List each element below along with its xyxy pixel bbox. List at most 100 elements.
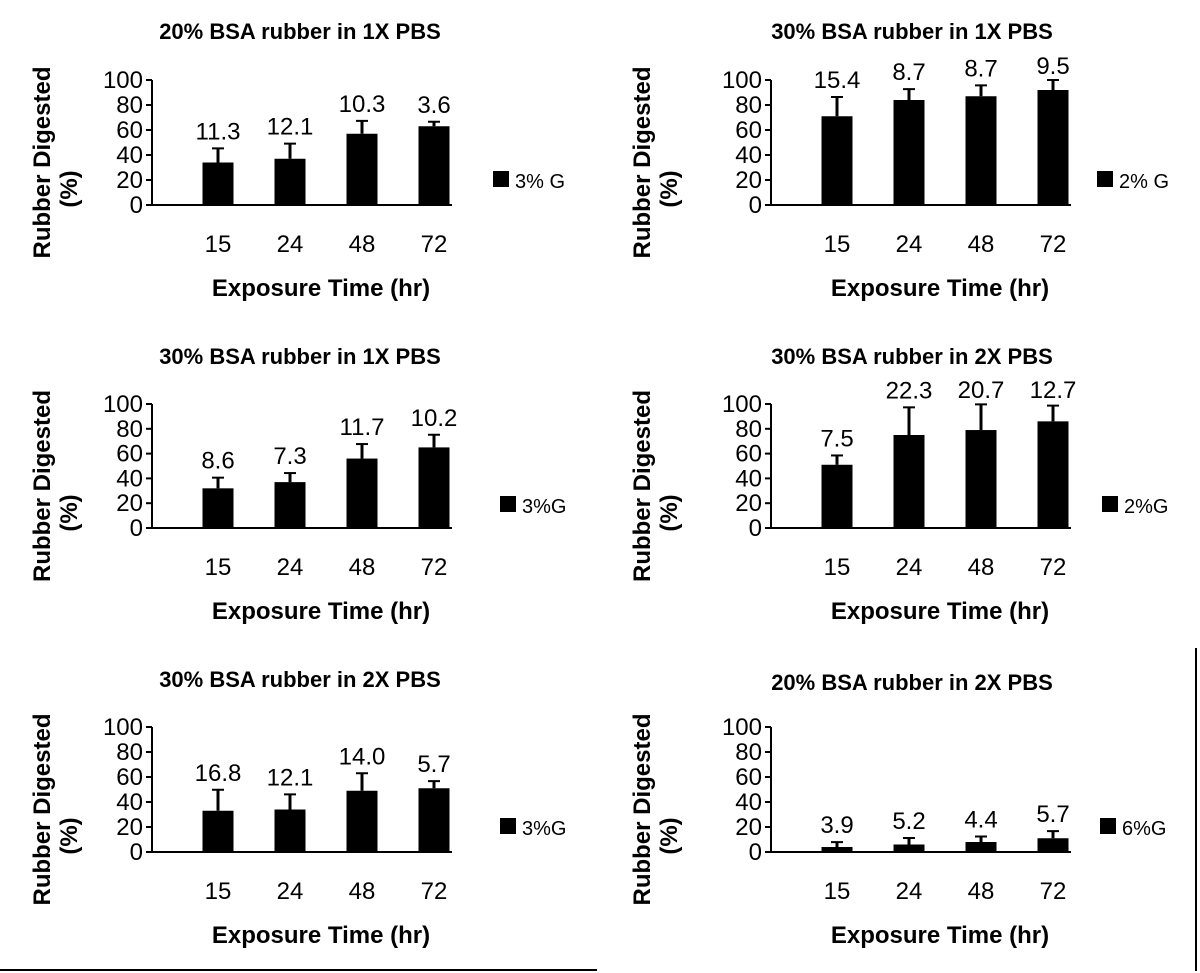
y-tick-label: 100 xyxy=(103,67,143,94)
y-tick-label: 40 xyxy=(116,789,143,816)
data-label: 12.1 xyxy=(267,114,314,141)
bar xyxy=(893,844,925,852)
y-tick-label: 100 xyxy=(722,67,762,94)
bar xyxy=(1037,421,1069,528)
y-tick-label: 100 xyxy=(103,391,143,418)
chart-panel-1: 20% BSA rubber in 1X PBS Rubber Digested(… xyxy=(29,19,565,302)
chart-title: 20% BSA rubber in 1X PBS xyxy=(159,19,441,44)
data-label: 7.5 xyxy=(820,425,853,452)
x-axis-title: Exposure Time (hr) xyxy=(831,922,1049,949)
bar xyxy=(965,430,997,528)
legend-swatch xyxy=(500,818,516,834)
y-tick-label: 20 xyxy=(116,167,143,194)
bar xyxy=(893,100,925,205)
data-label: 4.4 xyxy=(964,807,997,834)
y-tick-label: 40 xyxy=(116,465,143,492)
x-tick-label: 72 xyxy=(421,878,448,905)
y-tick-label: 0 xyxy=(130,515,143,542)
y-tick-label: 80 xyxy=(735,92,762,119)
x-tick-label: 24 xyxy=(277,231,304,258)
bar xyxy=(418,788,450,852)
y-tick-label: 60 xyxy=(116,441,143,468)
y-tick-label: 100 xyxy=(103,714,143,741)
bar xyxy=(1037,90,1069,205)
data-label: 10.2 xyxy=(411,405,458,432)
bar xyxy=(821,464,853,528)
x-tick-label: 48 xyxy=(968,231,995,258)
y-tick-label: 40 xyxy=(116,142,143,169)
y-axis-title-unit: (%) xyxy=(656,817,683,854)
chart-title: 30% BSA rubber in 1X PBS xyxy=(159,344,441,369)
y-axis-title: Rubber Digested xyxy=(29,390,56,582)
data-label: 8.6 xyxy=(201,448,234,475)
y-axis-title-unit: (%) xyxy=(656,170,683,207)
chart-title: 30% BSA rubber in 2X PBS xyxy=(771,344,1053,369)
y-tick-label: 80 xyxy=(735,416,762,443)
y-tick-label: 40 xyxy=(735,789,762,816)
x-tick-label: 48 xyxy=(968,878,995,905)
y-tick-label: 60 xyxy=(116,117,143,144)
x-axis-title: Exposure Time (hr) xyxy=(831,275,1049,302)
x-tick-label: 72 xyxy=(1040,878,1067,905)
data-label: 9.5 xyxy=(1036,53,1069,80)
data-label: 8.7 xyxy=(892,59,925,86)
bar xyxy=(418,447,450,528)
data-label: 11.3 xyxy=(196,118,241,145)
y-axis-title: Rubber Digested xyxy=(629,66,656,258)
x-tick-label: 15 xyxy=(824,231,851,258)
y-tick-label: 80 xyxy=(116,739,143,766)
data-label: 12.1 xyxy=(267,764,314,791)
x-tick-label: 24 xyxy=(277,878,304,905)
x-axis-title: Exposure Time (hr) xyxy=(212,922,430,949)
bar xyxy=(274,482,306,528)
bar xyxy=(202,488,234,528)
bar xyxy=(274,158,306,205)
bar xyxy=(821,116,853,205)
bar xyxy=(202,810,234,852)
bar xyxy=(346,790,378,852)
y-tick-label: 0 xyxy=(749,839,762,866)
legend-label: 2%G xyxy=(1124,496,1168,518)
bar xyxy=(346,458,378,528)
legend-swatch xyxy=(493,171,509,187)
y-axis-title: Rubber Digested xyxy=(629,390,656,582)
y-tick-label: 0 xyxy=(749,515,762,542)
x-tick-label: 15 xyxy=(205,231,232,258)
x-axis-title: Exposure Time (hr) xyxy=(212,598,430,625)
y-tick-label: 100 xyxy=(722,714,762,741)
x-tick-label: 15 xyxy=(205,554,232,581)
chart-title: 20% BSA rubber in 2X PBS xyxy=(771,670,1053,695)
y-axis-title: Rubber Digested xyxy=(29,66,56,258)
y-tick-label: 60 xyxy=(735,117,762,144)
bar xyxy=(274,809,306,852)
y-tick-label: 80 xyxy=(735,739,762,766)
x-tick-label: 72 xyxy=(1040,231,1067,258)
x-tick-label: 15 xyxy=(824,554,851,581)
x-tick-label: 72 xyxy=(421,554,448,581)
legend-swatch xyxy=(1097,171,1113,187)
y-axis-title-unit: (%) xyxy=(56,170,83,207)
legend-swatch xyxy=(1100,818,1116,834)
chart-panel-5: 30% BSA rubber in 2X PBS Rubber Digested(… xyxy=(29,667,566,949)
y-tick-label: 20 xyxy=(735,814,762,841)
data-label: 15.4 xyxy=(814,67,861,94)
x-axis-title: Exposure Time (hr) xyxy=(212,275,430,302)
y-tick-label: 0 xyxy=(130,192,143,219)
x-tick-label: 48 xyxy=(349,231,376,258)
data-label: 20.7 xyxy=(958,377,1005,404)
data-label: 10.3 xyxy=(339,91,386,118)
x-tick-label: 24 xyxy=(896,878,923,905)
data-label: 3.9 xyxy=(820,812,853,839)
x-tick-label: 15 xyxy=(205,878,232,905)
x-tick-label: 48 xyxy=(349,878,376,905)
x-tick-label: 24 xyxy=(896,231,923,258)
y-tick-label: 80 xyxy=(116,416,143,443)
y-tick-label: 20 xyxy=(735,490,762,517)
data-label: 5.7 xyxy=(417,751,450,778)
legend-label: 3% G xyxy=(515,171,565,193)
x-tick-label: 24 xyxy=(896,554,923,581)
y-tick-label: 20 xyxy=(116,814,143,841)
y-tick-label: 60 xyxy=(116,764,143,791)
y-tick-label: 100 xyxy=(722,391,762,418)
